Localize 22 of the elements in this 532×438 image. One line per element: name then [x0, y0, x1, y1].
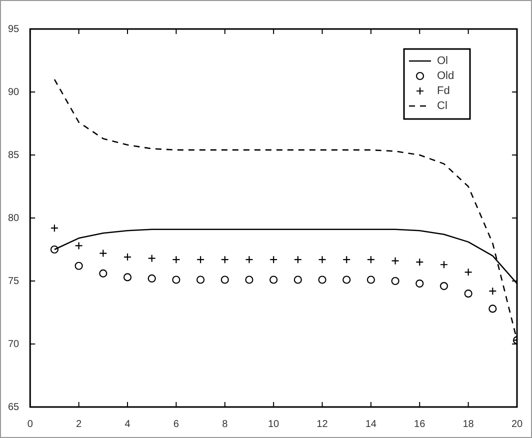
x-tick-label: 0	[27, 418, 34, 430]
y-tick-label: 70	[8, 338, 20, 350]
x-tick-label: 16	[414, 418, 426, 430]
y-tick-label: 95	[8, 24, 20, 35]
y-tick-label: 85	[8, 150, 20, 161]
x-tick-label: 10	[268, 418, 280, 430]
legend-label: Old	[437, 70, 454, 82]
x-tick-label: 6	[173, 418, 180, 430]
x-tick-label: 8	[222, 418, 228, 430]
y-tick-label: 75	[8, 276, 20, 287]
x-tick-label: 14	[365, 418, 377, 430]
y-tick-label: 80	[8, 212, 20, 224]
legend-label: Cl	[437, 100, 448, 112]
y-tick-label: 65	[8, 402, 20, 413]
x-tick-label: 12	[316, 418, 328, 430]
x-tick-label: 2	[76, 418, 82, 430]
y-tick-label: 90	[8, 86, 20, 98]
x-tick-label: 18	[462, 418, 474, 430]
legend-label: Fd	[437, 85, 450, 98]
legend-label: Ol	[437, 55, 448, 68]
x-tick-label: 4	[124, 418, 131, 430]
x-tick-label: 20	[511, 418, 523, 430]
